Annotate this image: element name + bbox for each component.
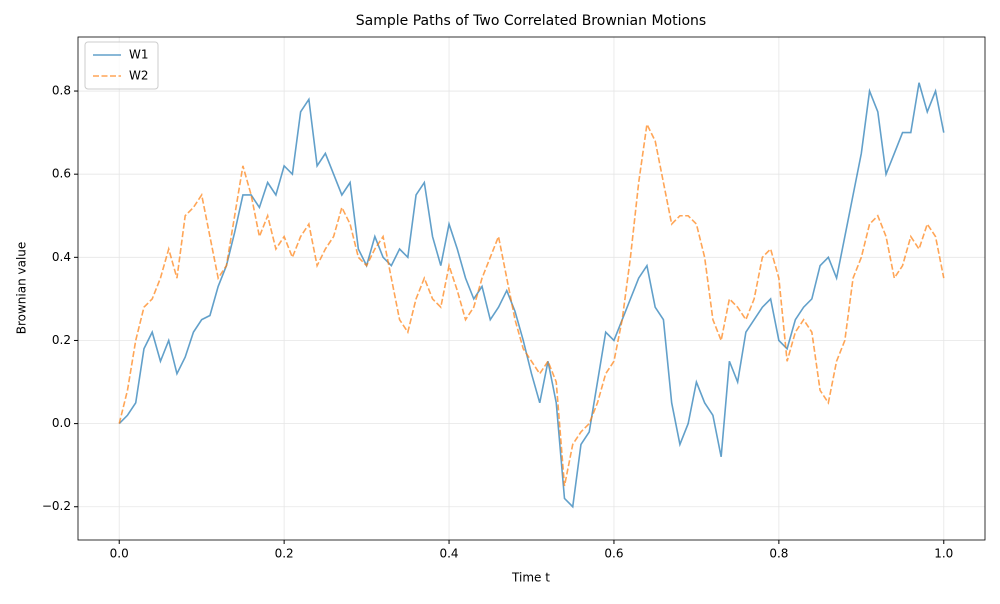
x-axis-label: Time t	[511, 571, 550, 585]
chart-title: Sample Paths of Two Correlated Brownian …	[356, 13, 706, 29]
y-tick-label: −0.2	[42, 499, 71, 513]
x-tick-label: 0.4	[439, 547, 458, 561]
data-line	[118, 121, 945, 487]
x-tick-label: 0.0	[110, 547, 129, 561]
y-axis-label: Brownian value	[15, 242, 29, 335]
x-tick-label: 0.2	[275, 547, 294, 561]
x-tick-label: 0.8	[769, 547, 788, 561]
plot-frame	[77, 36, 986, 541]
legend-label: W2	[129, 69, 149, 83]
y-tick-label: 0.8	[52, 84, 71, 98]
legend-box	[84, 41, 159, 90]
y-tick-label: 0.6	[52, 167, 71, 181]
legend: W1 W2	[84, 41, 159, 90]
legend-label: W1	[129, 48, 149, 62]
x-tick-label: 1.0	[934, 547, 953, 561]
x-tick-label: 0.6	[604, 547, 623, 561]
y-tick-label: 0.4	[52, 250, 71, 264]
y-tick-label: 0.0	[52, 416, 71, 430]
data-line	[118, 82, 945, 509]
y-tick-label: 0.2	[52, 333, 71, 347]
